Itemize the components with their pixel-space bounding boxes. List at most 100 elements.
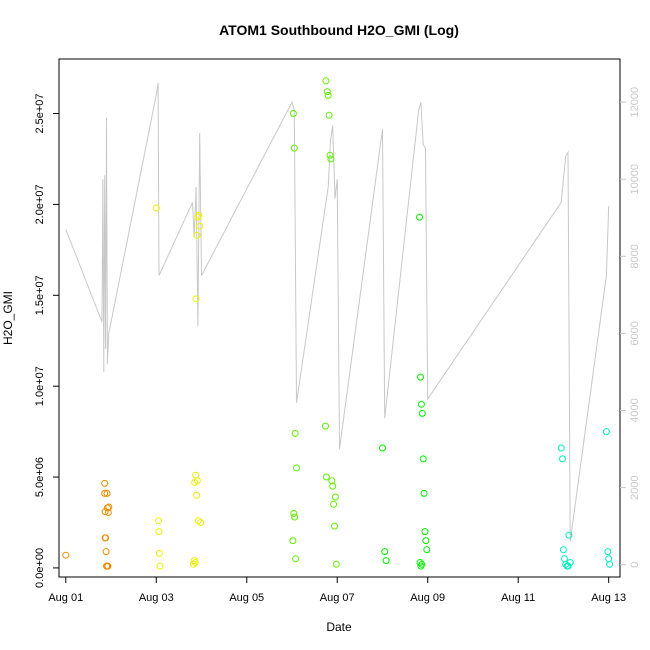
data-point [189,560,197,568]
data-point [293,464,300,472]
y-tick-label: 2.5e+07 [34,93,46,133]
data-point [423,546,431,554]
data-point [559,546,567,554]
data-point [290,144,298,152]
data-point [564,562,572,570]
point-series [62,77,614,570]
data-point [290,509,298,517]
data-point [102,534,110,542]
y-tick-label: 1.0e+07 [34,366,46,406]
x-tick-label: Aug 09 [410,592,445,604]
data-point [195,211,203,219]
data-point [416,559,424,566]
x-tick-label: Aug 13 [591,592,626,604]
x-tick-label: Aug 05 [229,592,264,604]
x-tick-label: Aug 07 [320,592,355,604]
data-point [62,551,70,559]
data-point [322,473,330,481]
y-axis: 0.0e+00 5.0e+06 1.0e+07 1.5e+07 2.0e+07 2.5e+… [34,93,59,588]
data-point [420,489,428,497]
data-point [417,373,424,381]
y-axis-label: H2O_GMI [1,291,15,345]
data-point [331,522,338,530]
data-point [322,422,329,430]
data-point [330,500,338,508]
y2-tick-label: 12000 [629,87,641,118]
data-point [101,508,109,516]
y-tick-label: 2.0e+07 [34,184,46,224]
data-point [191,559,199,566]
y-tick-label: 1.5e+07 [34,275,46,315]
y2-tick-label: 10000 [629,164,641,195]
plot-area [58,58,621,578]
data-point [291,513,299,521]
chart-title: ATOM1 Southbound H2O_GMI (Log) [219,22,459,38]
data-point [422,537,430,545]
data-point [193,491,200,499]
secondary-line-series [65,82,610,542]
data-point [326,151,334,159]
x-axis-label: Date [326,620,352,634]
data-point [605,555,613,563]
data-point [329,482,337,490]
y-tick-label: 0.0e+00 [34,548,46,588]
data-point [379,444,386,452]
data-point [562,560,570,568]
y2-tick-label: 2000 [629,475,641,499]
x-tick-label: Aug 01 [48,592,83,604]
data-point [103,489,111,497]
data-point [193,231,201,239]
data-point [291,429,299,437]
x-tick-label: Aug 03 [139,592,174,604]
data-point [559,455,566,463]
y2-tick-label: 6000 [629,321,641,345]
data-point [101,479,109,487]
data-point [289,110,297,117]
data-point [155,528,163,536]
data-point [416,213,424,221]
data-point [323,88,331,96]
data-point [322,77,330,85]
data-point [102,548,110,556]
data-point [194,517,202,525]
data-point [421,528,429,536]
data-point [197,519,205,526]
y2-tick-label: 0 [629,562,641,568]
data-point [105,503,113,511]
data-point [382,557,390,565]
data-point [332,560,340,568]
data-point [565,531,573,539]
data-point [104,562,112,570]
data-point [193,477,201,485]
data-point [289,537,297,545]
x-tick-label: Aug 11 [501,592,535,604]
data-point [331,493,339,501]
data-point [419,455,427,463]
data-point [324,91,332,99]
y2-tick-label: 4000 [629,398,641,422]
data-point [155,549,163,557]
data-point [155,517,162,525]
y-tick-label: 5.0e+06 [34,457,46,497]
data-point [417,400,425,408]
data-point [418,409,426,417]
x-axis: Aug 01 Aug 03 Aug 05 Aug 07 Aug 09 Aug 11 Aug … [48,577,626,604]
data-point [381,548,389,556]
data-point [604,548,612,556]
data-point [152,204,160,212]
y2-axis: 0 2000 4000 6000 8000 10000 12000 [620,87,641,568]
data-point [602,428,610,436]
secondary-line [65,82,610,542]
data-point [325,111,333,119]
data-point [196,222,204,230]
data-point [192,295,200,303]
data-point [418,560,426,568]
data-point [292,555,300,563]
data-point [156,562,164,570]
data-point [566,559,574,566]
data-point [103,504,111,512]
y2-tick-label: 8000 [629,244,641,268]
data-point [606,560,614,568]
data-point [327,155,335,163]
